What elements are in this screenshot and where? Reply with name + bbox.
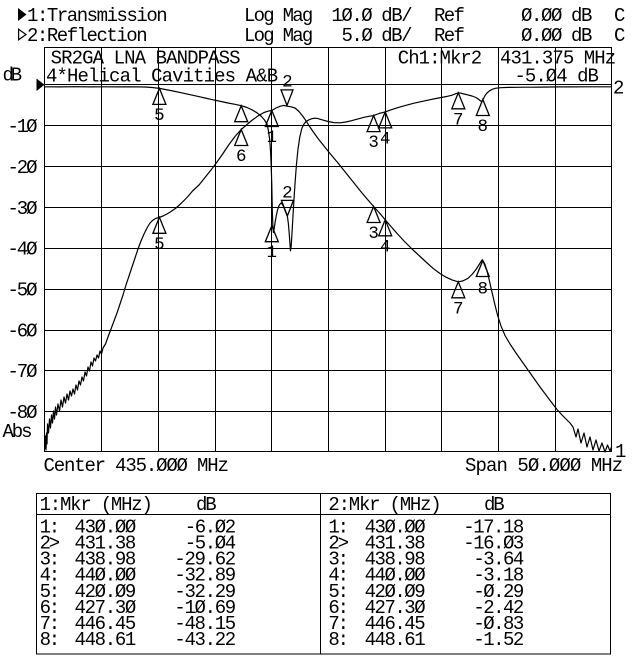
svg-text:-29.62: -29.62	[174, 549, 236, 571]
svg-text:dB: dB	[196, 494, 217, 516]
svg-text:-3Ø: -3Ø	[8, 198, 38, 220]
svg-text:5.Ø dB/: 5.Ø dB/	[342, 25, 413, 47]
svg-text:-43.22: -43.22	[174, 629, 236, 651]
svg-text:-3.18: -3.18	[473, 565, 524, 587]
svg-text:Span 5Ø.ØØØ MHz: Span 5Ø.ØØØ MHz	[465, 455, 623, 477]
svg-text:1Ø.Ø dB/: 1Ø.Ø dB/	[331, 5, 412, 27]
svg-text:Log Mag: Log Mag	[244, 25, 313, 47]
svg-text:1:: 1:	[40, 517, 61, 539]
svg-text:7: 7	[453, 299, 464, 319]
svg-text:2:Mkr (MHz): 2:Mkr (MHz)	[328, 494, 441, 516]
svg-text:1:: 1:	[328, 517, 349, 539]
svg-text:2: 2	[613, 78, 624, 100]
svg-text:42Ø.Ø9: 42Ø.Ø9	[75, 581, 137, 603]
svg-text:-1Ø.69: -1Ø.69	[174, 597, 236, 619]
svg-text:-1.52: -1.52	[473, 629, 524, 651]
svg-text:5: 5	[154, 106, 165, 126]
svg-text:-8Ø: -8Ø	[8, 402, 38, 424]
svg-text:438.98: 438.98	[365, 549, 426, 571]
svg-text:1: 1	[615, 441, 626, 463]
svg-text:-2.42: -2.42	[473, 597, 524, 619]
svg-text:-16.Ø3: -16.Ø3	[463, 533, 524, 555]
svg-text:43Ø.ØØ: 43Ø.ØØ	[75, 517, 137, 539]
svg-text:-32.89: -32.89	[174, 565, 236, 587]
svg-text:7:: 7:	[328, 613, 349, 635]
svg-text:1: 1	[267, 243, 278, 263]
svg-text:SR2GA LNA BANDPASS: SR2GA LNA BANDPASS	[51, 47, 241, 69]
svg-text:-32.29: -32.29	[174, 581, 236, 603]
svg-text:Ref: Ref	[434, 5, 465, 27]
svg-text:2: 2	[282, 183, 293, 203]
svg-text:4: 4	[380, 129, 391, 149]
svg-text:dB: dB	[3, 65, 23, 87]
svg-text:7: 7	[453, 110, 464, 130]
svg-text:7:: 7:	[40, 613, 61, 635]
svg-text:44Ø.ØØ: 44Ø.ØØ	[75, 565, 137, 587]
svg-text:Abs: Abs	[3, 421, 33, 443]
svg-text:1: 1	[267, 128, 278, 148]
svg-text:Ø.ØØ dB: Ø.ØØ dB	[521, 25, 592, 47]
svg-text:1:Transmission: 1:Transmission	[27, 5, 168, 27]
svg-text:Ref: Ref	[434, 25, 465, 47]
svg-text:-Ø.29: -Ø.29	[473, 581, 524, 603]
svg-text:-5.Ø4 dB: -5.Ø4 dB	[515, 65, 599, 87]
svg-text:Ch1:Mkr2: Ch1:Mkr2	[398, 47, 482, 69]
svg-text:6:: 6:	[40, 597, 61, 619]
svg-text:C: C	[614, 5, 625, 27]
svg-text:-7Ø: -7Ø	[8, 361, 38, 383]
svg-text:-5.Ø4: -5.Ø4	[185, 533, 237, 555]
svg-text:-6.Ø2: -6.Ø2	[185, 517, 237, 539]
svg-text:-Ø.83: -Ø.83	[473, 613, 524, 635]
svg-text:44Ø.ØØ: 44Ø.ØØ	[365, 565, 426, 587]
svg-text:3:: 3:	[328, 549, 349, 571]
svg-text:-5Ø: -5Ø	[8, 280, 38, 302]
svg-text:6: 6	[236, 147, 247, 167]
svg-text:3: 3	[368, 133, 379, 153]
svg-text:-1Ø: -1Ø	[8, 116, 38, 138]
svg-text:C: C	[614, 25, 625, 47]
svg-text:-2Ø: -2Ø	[8, 157, 38, 179]
svg-text:431.38: 431.38	[365, 533, 426, 555]
svg-text:446.45: 446.45	[365, 613, 426, 635]
svg-text:2>: 2>	[328, 533, 349, 555]
svg-text:43Ø.ØØ: 43Ø.ØØ	[365, 517, 426, 539]
svg-text:-48.15: -48.15	[174, 613, 236, 635]
svg-text:446.45: 446.45	[75, 613, 137, 635]
svg-text:dB: dB	[484, 494, 505, 516]
svg-text:5: 5	[154, 235, 165, 255]
svg-text:-4Ø: -4Ø	[8, 239, 38, 261]
svg-text:4*Helical Cavities A&B: 4*Helical Cavities A&B	[46, 65, 278, 87]
svg-text:5:: 5:	[328, 581, 349, 603]
svg-text:5:: 5:	[40, 581, 61, 603]
svg-text:-6Ø: -6Ø	[8, 320, 38, 342]
svg-text:427.3Ø: 427.3Ø	[75, 597, 137, 619]
svg-text:1:Mkr (MHz): 1:Mkr (MHz)	[40, 494, 153, 516]
svg-text:4: 4	[380, 237, 391, 257]
svg-text:Center 435.ØØØ MHz: Center 435.ØØØ MHz	[44, 455, 229, 477]
svg-text:4:: 4:	[40, 565, 61, 587]
svg-text:2>: 2>	[40, 533, 61, 555]
svg-text:2: 2	[282, 72, 293, 92]
svg-text:8:: 8:	[328, 629, 349, 651]
svg-text:438.98: 438.98	[75, 549, 137, 571]
svg-text:-3.64: -3.64	[473, 549, 524, 571]
svg-text:8:: 8:	[40, 629, 61, 651]
svg-text:2:Reflection: 2:Reflection	[27, 25, 148, 47]
svg-text:6:: 6:	[328, 597, 349, 619]
svg-text:448.61: 448.61	[365, 629, 426, 651]
svg-text:427.3Ø: 427.3Ø	[365, 597, 426, 619]
svg-text:8: 8	[478, 117, 489, 137]
svg-text:42Ø.Ø9: 42Ø.Ø9	[365, 581, 426, 603]
svg-text:431.375 MHz: 431.375 MHz	[500, 47, 616, 69]
svg-text:8: 8	[478, 279, 489, 299]
svg-text:Log Mag: Log Mag	[244, 5, 313, 27]
svg-text:-17.18: -17.18	[463, 517, 524, 539]
svg-text:3:: 3:	[40, 549, 61, 571]
svg-text:Ø.ØØ dB: Ø.ØØ dB	[521, 5, 592, 27]
svg-text:4:: 4:	[328, 565, 349, 587]
svg-text:3: 3	[368, 224, 379, 244]
svg-text:448.61: 448.61	[75, 629, 137, 651]
svg-text:431.38: 431.38	[75, 533, 137, 555]
